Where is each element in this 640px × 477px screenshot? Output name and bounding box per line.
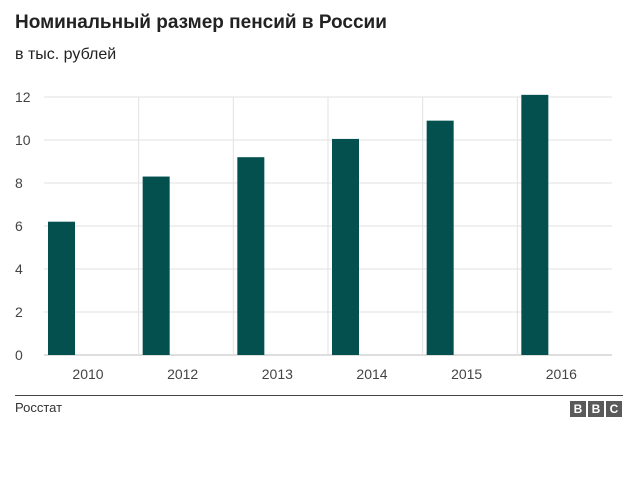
bbc-logo: B B C (570, 401, 622, 417)
y-tick-label: 10 (15, 132, 31, 148)
y-tick-label: 8 (15, 175, 23, 191)
footer-divider (15, 395, 623, 396)
x-tick-label: 2014 (356, 366, 387, 382)
bar-2010 (48, 221, 75, 355)
logo-letter: C (606, 401, 622, 417)
bar-2013 (237, 157, 265, 355)
bar-2015 (426, 120, 454, 356)
y-tick-label: 2 (15, 304, 23, 320)
x-tick-label: 2015 (451, 366, 482, 382)
x-tick-label: 2016 (546, 366, 577, 382)
chart-subtitle: в тыс. рублей (15, 46, 117, 63)
chart-title: Номинальный размер пенсий в России (15, 12, 387, 33)
source-label: Росстат (15, 400, 63, 415)
x-tick-label: 2010 (72, 366, 103, 382)
bar-2016 (521, 94, 549, 355)
y-tick-label: 12 (15, 89, 31, 105)
x-tick-label: 2012 (167, 366, 198, 382)
bar-2012 (142, 176, 170, 355)
bar-2014 (332, 138, 359, 355)
y-tick-label: 0 (15, 347, 23, 363)
y-tick-label: 6 (15, 218, 23, 234)
y-tick-label: 4 (15, 261, 23, 277)
logo-letter: B (570, 401, 586, 417)
x-tick-label: 2013 (262, 366, 293, 382)
logo-letter: B (588, 401, 604, 417)
